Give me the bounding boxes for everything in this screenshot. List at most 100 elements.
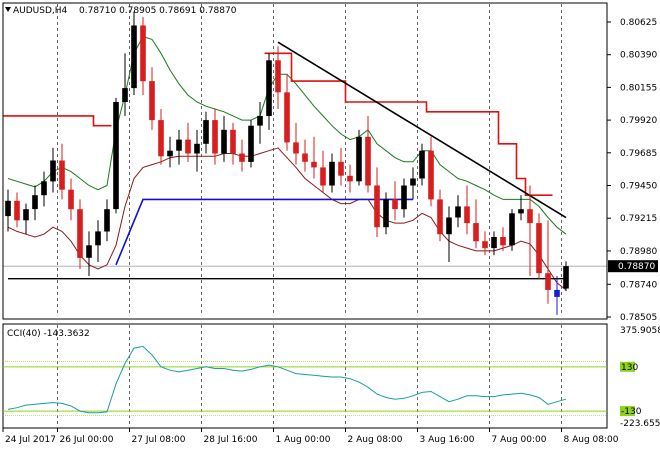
candle-body [266,60,272,116]
ohlc-values: 0.78710 0.78905 0.78691 0.78870 [79,6,237,16]
cci-max-label: 375.9058 [620,326,660,336]
current-price-box [608,260,658,273]
candle-body [257,115,263,126]
candle-body [5,200,11,217]
price-axis: 0.80625 0.80390 0.80155 0.79920 0.79685 0.794… [607,18,658,323]
candle-body [536,223,542,274]
trailing-stop-line [264,52,553,196]
candle-body [158,120,164,157]
candle-body [509,213,515,246]
candle-body [563,266,569,289]
candle-body [221,129,227,154]
candle-body [374,185,380,228]
cci-line [7,345,567,414]
price-tick-label: 0.78980 [620,247,657,257]
candle-body [95,231,101,246]
candle-body [230,129,236,154]
cci-pane-frame [2,323,608,429]
candle-body [419,150,425,179]
time-tick-label: 1 Aug 00:00 [276,435,331,445]
cci-min-label: -223.6552 [620,419,660,429]
candle-body [50,160,56,182]
candle-body [185,139,191,154]
candle-body [455,206,461,218]
candle-body [446,217,452,235]
trendline [277,41,567,219]
cci-level-tag-label: -130 [621,407,642,417]
candle-body [329,161,335,186]
candles [5,11,569,315]
main-pane-frame [2,2,608,320]
candle-body [473,223,479,242]
candle-body [32,195,38,210]
time-tick-label: 2 Aug 08:00 [348,435,403,445]
current-price-label: 0.78870 [618,262,655,272]
candle-body [212,120,218,154]
candle-body [122,88,128,102]
cci-level-tag-label: 130 [621,363,638,373]
candle-body [347,175,353,182]
candle-body [527,209,533,224]
candle-body [14,200,20,221]
time-tick-label: 28 Jul 16:00 [204,435,258,445]
candle-body [167,150,173,157]
candle-body [545,273,551,290]
price-tick-label: 0.80625 [620,18,657,28]
time-tick-label: 24 Jul 2017 [5,435,56,445]
candle-body [554,289,560,297]
candle-body [149,81,155,121]
price-tick-label: 0.80390 [620,51,657,61]
candle-body [383,199,389,228]
candle-body [194,143,200,154]
candle-body [338,161,344,176]
symbol-label: AUDUSD,H4 [13,6,68,16]
candle-body [365,136,371,186]
candle-body [437,199,443,235]
candle-body [392,199,398,210]
cci-series [7,345,567,414]
candle-body [311,161,317,168]
candle-body [203,120,209,144]
candle-body [275,60,281,93]
chevron-down-icon[interactable] [5,7,11,12]
time-tick-label: 7 Aug 00:00 [492,435,547,445]
cci-level-tag [620,406,635,417]
candle-body [239,153,245,162]
candle-body [482,241,488,249]
candle-body [500,237,506,246]
candle-body [401,185,407,210]
price-tick-label: 0.79215 [620,214,657,224]
time-tick-label: 27 Jul 08:00 [132,435,186,445]
candle-body [320,167,326,186]
candle-body [104,209,110,232]
price-tick-label: 0.79920 [620,116,657,126]
time-tick-label: 3 Aug 16:00 [420,435,475,445]
time-tick-label: 26 Jul 00:00 [60,435,114,445]
candle-body [284,92,290,143]
price-tick-label: 0.79450 [620,182,657,192]
candle-body [293,142,299,154]
candle-body [23,209,29,221]
candle-body [131,25,137,89]
cci-axis: 375.9058 -223.6552 130 -130 [620,326,660,429]
candle-body [59,160,65,190]
cci-label: CCI(40) -143.3632 [7,329,90,339]
price-tick-label: 0.78740 [620,280,657,290]
candle-body [518,209,524,214]
candle-body [248,125,254,162]
trailing-stop-line [3,115,112,127]
price-tick-label: 0.79685 [620,149,657,159]
price-tick-label: 0.80155 [620,83,657,93]
candle-body [113,102,119,210]
time-tick-label: 8 Aug 08:00 [564,435,619,445]
candle-body [140,25,146,82]
price-tick-label: 0.78505 [620,313,657,323]
candle-body [464,206,470,224]
candle-body [77,209,83,258]
candle-body [356,136,362,182]
header: AUDUSD,H4 0.78710 0.78905 0.78691 0.7887… [5,6,237,16]
bollinger-lower-line [7,147,567,291]
candle-body [176,139,182,151]
